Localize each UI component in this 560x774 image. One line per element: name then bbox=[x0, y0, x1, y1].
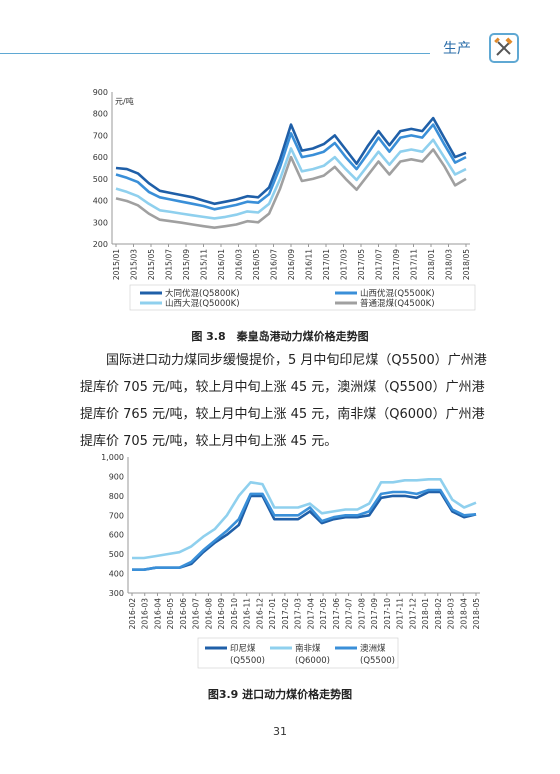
c2-y-tick-label: 800 bbox=[109, 492, 124, 501]
c2-y-tick-label: 300 bbox=[109, 589, 124, 598]
c2-x-tick-label: 2017-05 bbox=[319, 598, 328, 630]
c2-y-tick-label: 1,000 bbox=[101, 453, 124, 462]
c1-x-tick-label: 2017/07 bbox=[375, 249, 384, 280]
c1-x-tick-label: 2016/01 bbox=[217, 249, 226, 280]
c1-x-tick-label: 2017/03 bbox=[340, 249, 349, 280]
qinhuangdao-price-chart: 200 300 400 500 600 700 800 900 元/吨 2015/01 2015/0… bbox=[93, 88, 476, 311]
c1-x-tick-label: 2016/07 bbox=[270, 249, 279, 280]
c1-y-tick-label: 700 bbox=[93, 131, 108, 140]
c2-x-tick-label: 2017-08 bbox=[357, 598, 366, 630]
c2-series-line-3 bbox=[132, 488, 477, 571]
section-title: 生产 bbox=[443, 41, 471, 57]
c1-legend-label-3: 山西大混(Q5000K) bbox=[165, 298, 240, 309]
c1-legend-label-4: 普通混煤(Q4500K) bbox=[360, 298, 435, 309]
c2-x-tick-label: 2017-12 bbox=[408, 598, 417, 630]
c2-x-tick-label: 2016-11 bbox=[243, 598, 252, 630]
c1-y-tick-label: 800 bbox=[93, 110, 108, 119]
c1-legend-label-2: 山西优混(Q5500K) bbox=[360, 288, 435, 299]
c2-x-tick-label: 2017-11 bbox=[396, 598, 405, 630]
c1-series-line-4 bbox=[115, 148, 467, 229]
c1-x-tick-label: 2015/11 bbox=[200, 249, 209, 280]
c2-y-tick-label: 700 bbox=[109, 511, 124, 520]
c1-y-tick-label: 900 bbox=[93, 88, 108, 97]
c1-x-tick-label: 2016/03 bbox=[235, 249, 244, 280]
body-paragraph: 国际进口动力煤同步缓慢提价，5 月中旬印尼煤（Q5500）广州港提库价 705 … bbox=[80, 353, 487, 449]
figure-caption-3-8: 图 3.8 秦皇岛港动力煤价格走势图 bbox=[191, 330, 369, 343]
c2-y-tick-label: 600 bbox=[109, 531, 124, 540]
c2-x-tick-label: 2017-02 bbox=[281, 598, 290, 630]
c1-series-line-2 bbox=[115, 123, 467, 211]
c2-series-line-2 bbox=[132, 477, 477, 560]
c1-x-tick-label: 2017/09 bbox=[392, 249, 401, 280]
c1-y-tick-label: 300 bbox=[93, 218, 108, 227]
c1-x-tick-label: 2018/01 bbox=[427, 249, 436, 280]
c2-legend-sublabel-2: (Q6000) bbox=[295, 656, 330, 666]
c2-x-tick-label: 2018-05 bbox=[472, 598, 481, 630]
c2-x-tick-label: 2017-04 bbox=[306, 598, 315, 630]
c2-x-tick-label: 2017-09 bbox=[370, 598, 379, 630]
c2-x-tick-label: 2018-03 bbox=[447, 598, 456, 630]
c2-x-tick-label: 2016-12 bbox=[255, 598, 264, 630]
c2-x-tick-label: 2016-04 bbox=[153, 598, 162, 630]
c1-series-line-1 bbox=[115, 116, 467, 206]
c1-x-tick-label: 2017/05 bbox=[357, 249, 366, 280]
c2-x-tick-label: 2017-07 bbox=[345, 598, 354, 630]
c2-x-tick-label: 2017-01 bbox=[268, 598, 277, 630]
c2-x-tick-label: 2016-03 bbox=[141, 598, 150, 630]
c2-x-tick-label: 2018-01 bbox=[421, 598, 430, 630]
c2-x-tick-label: 2016-10 bbox=[230, 598, 239, 630]
c2-legend-label-2: 南非煤 bbox=[295, 643, 321, 654]
c1-x-tick-label: 2015/09 bbox=[182, 249, 191, 280]
c1-x-tick-label: 2016/09 bbox=[287, 249, 296, 280]
c2-x-tick-label: 2016-08 bbox=[204, 598, 213, 630]
c2-x-tick-label: 2017-06 bbox=[332, 598, 341, 630]
c1-y-tick-label: 500 bbox=[93, 175, 108, 184]
c1-x-tick-label: 2015/01 bbox=[112, 249, 121, 280]
c1-x-tick-label: 2016/05 bbox=[252, 249, 261, 280]
c2-legend-label-1: 印尼煤 bbox=[230, 643, 256, 654]
c2-x-tick-label: 2016-06 bbox=[179, 598, 188, 630]
c2-y-tick-label: 900 bbox=[109, 472, 124, 481]
c1-x-tick-label: 2015/03 bbox=[130, 249, 139, 280]
c1-x-tick-label: 2018/03 bbox=[445, 249, 454, 280]
c2-legend-sublabel-3: (Q5500) bbox=[360, 656, 395, 666]
c1-x-tick-label: 2015/05 bbox=[147, 249, 156, 280]
c1-x-tick-label: 2015/07 bbox=[165, 249, 174, 280]
c1-legend-box bbox=[129, 284, 476, 311]
c1-y-axis-title: 元/吨 bbox=[115, 96, 134, 106]
c1-y-tick-label: 200 bbox=[93, 240, 108, 249]
header-rule bbox=[0, 53, 430, 54]
c1-x-tick-label: 2017/01 bbox=[322, 249, 331, 280]
import-coal-price-chart: 300 400 500 600 700 800 900 1,000 2016-02 2016-03… bbox=[101, 453, 481, 669]
c2-x-tick-label: 2016-05 bbox=[166, 598, 175, 630]
c2-x-tick-label: 2016-02 bbox=[128, 598, 137, 630]
c2-x-tick-label: 2017-10 bbox=[383, 598, 392, 630]
tools-icon bbox=[489, 33, 519, 63]
page-number: 31 bbox=[273, 725, 287, 738]
figure-caption-3-9: 图3.9 进口动力煤价格走势图 bbox=[207, 688, 353, 701]
c1-x-tick-label: 2017/11 bbox=[410, 249, 419, 280]
c1-legend-label-1: 大同优混(Q5800K) bbox=[165, 288, 240, 299]
c1-x-tick-label: 2016/11 bbox=[305, 249, 314, 280]
c2-x-tick-label: 2018-04 bbox=[459, 598, 468, 630]
c1-series-line-3 bbox=[115, 138, 467, 220]
c2-series-line-1 bbox=[132, 490, 477, 571]
c2-y-tick-label: 400 bbox=[109, 570, 124, 579]
c2-x-tick-label: 2018-02 bbox=[434, 598, 443, 630]
c2-legend-label-3: 澳洲煤 bbox=[360, 643, 386, 654]
c2-x-tick-label: 2016-07 bbox=[192, 598, 201, 630]
c2-legend-sublabel-1: (Q5500) bbox=[230, 656, 265, 666]
c1-x-tick-label: 2018/05 bbox=[462, 249, 471, 280]
c1-y-tick-label: 600 bbox=[93, 153, 108, 162]
c2-legend-box bbox=[197, 637, 399, 669]
c1-y-tick-label: 400 bbox=[93, 197, 108, 206]
c2-x-tick-label: 2016-09 bbox=[217, 598, 226, 630]
c2-y-tick-label: 500 bbox=[109, 550, 124, 559]
c2-x-tick-label: 2017-03 bbox=[294, 598, 303, 630]
